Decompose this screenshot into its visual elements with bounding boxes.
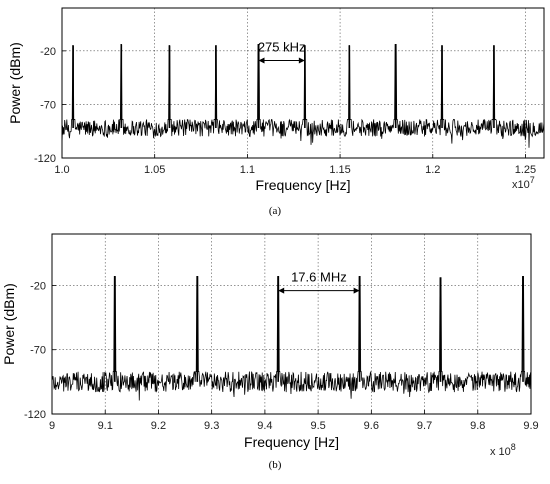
- y-tick-label: -20: [40, 46, 56, 58]
- x-tick-label: 1.1: [240, 164, 255, 176]
- y-tick-label: -120: [34, 153, 56, 165]
- x-exponent-label: x107: [512, 175, 535, 191]
- x-tick-label: 9.2: [151, 420, 166, 432]
- y-tick-label: -70: [40, 99, 56, 111]
- x-tick-label: 9: [49, 420, 55, 432]
- spacing-arrowhead-left: [278, 287, 285, 294]
- spacing-annotation: 17.6 MHz: [291, 270, 347, 285]
- chart-panel-b: 9 9.1 9.2 9.3 9.4 9.5 9.6 9.7 9.8 9.9 -20 -70 -120 Fr…: [1, 233, 539, 471]
- y-tick-label: -20: [30, 280, 46, 292]
- spacing-annotation: 275 kHz: [258, 40, 306, 55]
- x-tick-label: 9.9: [523, 420, 538, 432]
- y-axis-label: Power (dBm): [7, 42, 23, 124]
- x-tick-label: 1.15: [329, 164, 350, 176]
- spectrum-trace: [51, 276, 532, 401]
- x-tick-label: 9.5: [310, 420, 325, 432]
- chart-panel-a: 1.0 1.05 1.1 1.15 1.2 1.25 -20 -70 -120 Frequency…: [7, 7, 545, 217]
- panel-caption: (a): [269, 205, 282, 217]
- spectrum-trace: [61, 44, 545, 148]
- y-tick-label: -70: [30, 345, 46, 357]
- spacing-arrowhead-right: [298, 57, 305, 64]
- spacing-arrowhead-right: [353, 287, 360, 294]
- x-exponent-label: x 108: [490, 442, 516, 458]
- y-tick-label: -120: [24, 409, 46, 421]
- x-tick-label: 9.7: [417, 420, 432, 432]
- x-tick-label: 9.6: [364, 420, 379, 432]
- y-axis-label: Power (dBm): [1, 283, 17, 365]
- x-tick-label: 1.25: [515, 164, 536, 176]
- plot-frame: [61, 7, 545, 159]
- x-tick-label: 9.4: [257, 420, 272, 432]
- plot-frame: [51, 233, 532, 415]
- x-tick-label: 9.1: [98, 420, 113, 432]
- x-axis-label: Frequency [Hz]: [244, 434, 339, 450]
- x-axis-label: Frequency [Hz]: [256, 177, 351, 193]
- x-tick-label: 9.3: [204, 420, 219, 432]
- spacing-arrowhead-left: [258, 57, 265, 64]
- x-tick-label: 9.8: [470, 420, 485, 432]
- panel-caption: (b): [269, 459, 282, 471]
- x-exponent-power: 7: [530, 175, 535, 185]
- x-exponent-power: 8: [511, 442, 516, 452]
- x-tick-label: 1.2: [425, 164, 440, 176]
- x-tick-label: 1.05: [144, 164, 165, 176]
- x-tick-label: 1.0: [54, 164, 69, 176]
